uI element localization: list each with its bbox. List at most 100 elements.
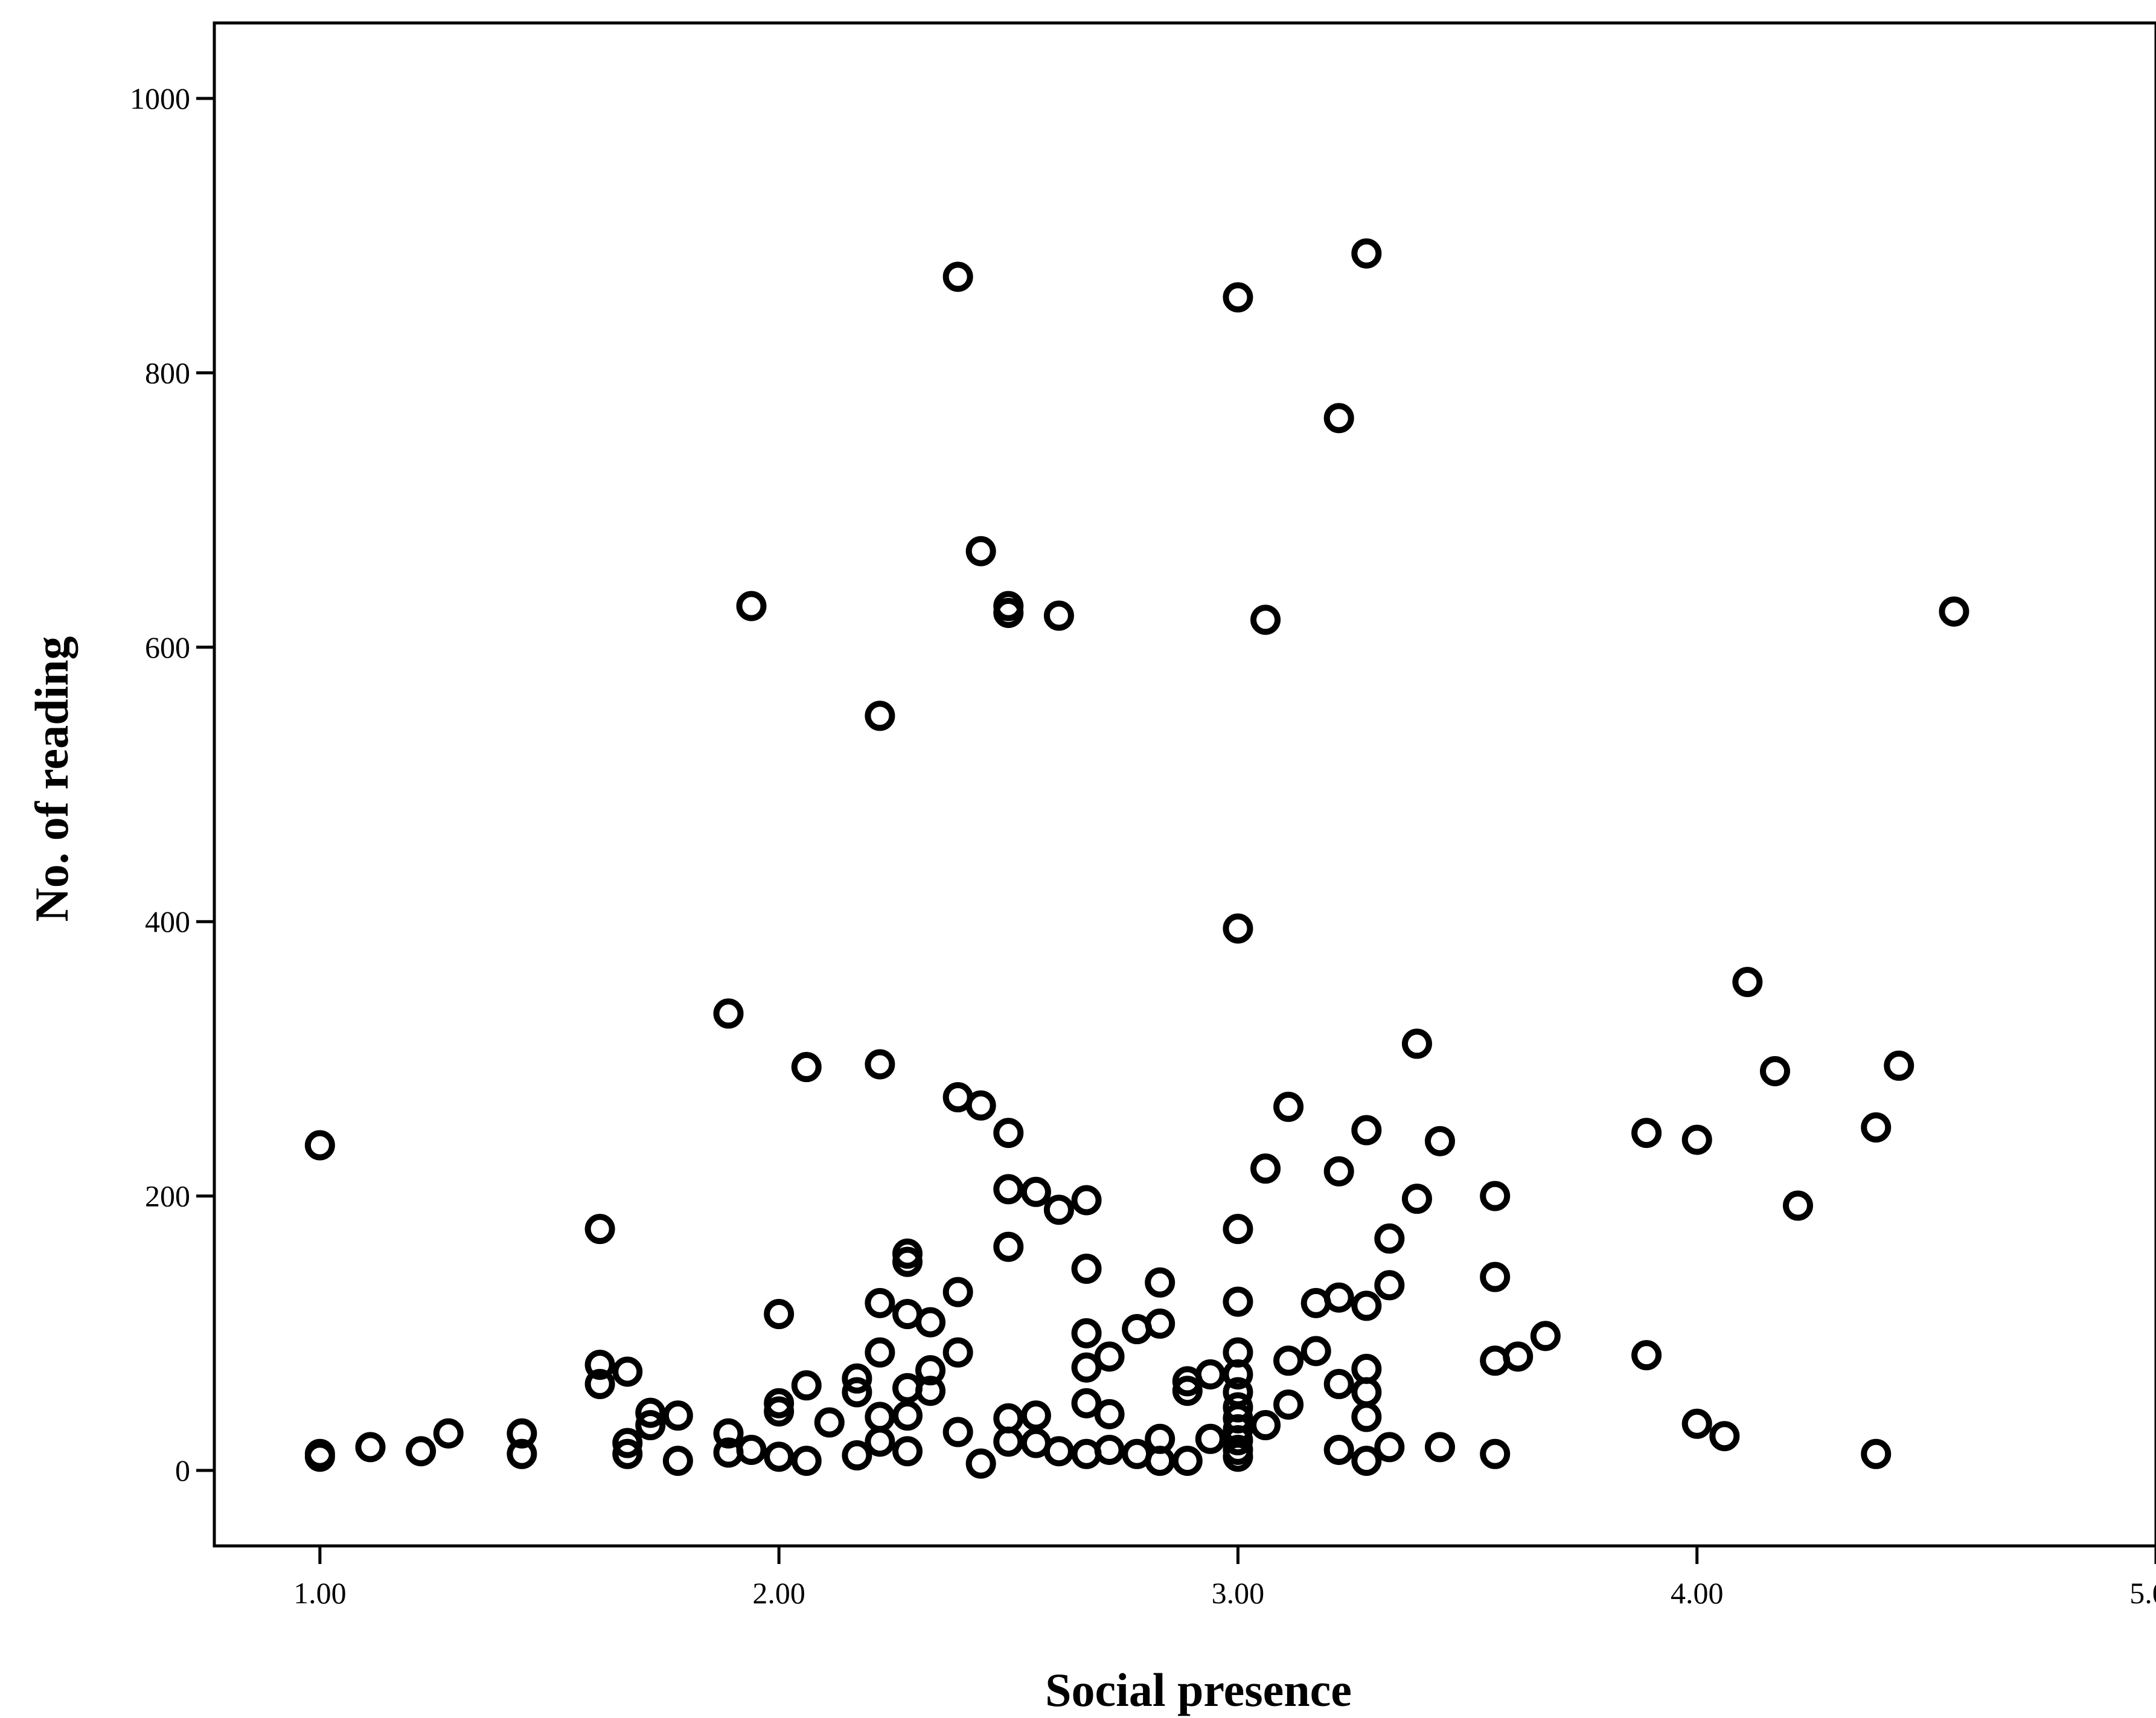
data-point bbox=[764, 1299, 795, 1330]
data-point bbox=[507, 1418, 537, 1449]
data-point bbox=[1732, 967, 1763, 998]
data-point bbox=[1223, 1214, 1253, 1245]
x-axis: 1.00 2.00 3.00 4.00 5.00 bbox=[293, 1546, 2156, 1610]
data-point bbox=[1223, 1359, 1253, 1389]
data-point bbox=[865, 1426, 895, 1457]
data-point bbox=[1351, 1446, 1382, 1476]
data-point bbox=[1351, 238, 1382, 269]
data-point bbox=[1480, 1438, 1511, 1469]
y-tick-label: 200 bbox=[145, 1179, 190, 1213]
data-point bbox=[1043, 600, 1074, 631]
data-point bbox=[1323, 403, 1354, 434]
data-point bbox=[1043, 1436, 1074, 1467]
data-point bbox=[1323, 1368, 1354, 1399]
data-point bbox=[915, 1376, 946, 1406]
data-point bbox=[764, 1441, 795, 1472]
data-point bbox=[1195, 1423, 1226, 1454]
data-point bbox=[1020, 1400, 1051, 1431]
data-point bbox=[842, 1440, 872, 1471]
data-point bbox=[1631, 1340, 1662, 1371]
data-point bbox=[1172, 1376, 1203, 1406]
data-point bbox=[1223, 1425, 1253, 1456]
data-point bbox=[865, 1049, 895, 1080]
data-point bbox=[612, 1356, 643, 1387]
data-point bbox=[1861, 1438, 1892, 1469]
data-point bbox=[1223, 282, 1253, 313]
data-point bbox=[1323, 1282, 1354, 1313]
data-point bbox=[635, 1397, 666, 1428]
data-point bbox=[1374, 1270, 1405, 1301]
data-point bbox=[635, 1410, 666, 1441]
data-point bbox=[915, 1355, 946, 1386]
data-point bbox=[1145, 1446, 1176, 1476]
data-point bbox=[1250, 1410, 1281, 1441]
data-point bbox=[865, 1337, 895, 1368]
data-point bbox=[1145, 1267, 1176, 1298]
data-point bbox=[1071, 1352, 1102, 1383]
data-point bbox=[1681, 1408, 1712, 1439]
data-point bbox=[1020, 1176, 1051, 1207]
data-point bbox=[993, 1174, 1024, 1205]
data-point bbox=[1401, 1184, 1432, 1214]
data-point bbox=[1631, 1118, 1662, 1149]
data-point bbox=[865, 1287, 895, 1318]
data-point bbox=[1071, 1254, 1102, 1284]
y-tick-label: 1000 bbox=[130, 82, 190, 115]
data-point bbox=[1223, 1441, 1253, 1472]
x-tick-label: 3.00 bbox=[1212, 1576, 1265, 1610]
data-point bbox=[993, 597, 1024, 628]
data-point bbox=[406, 1436, 437, 1467]
data-point bbox=[1300, 1336, 1331, 1367]
data-point bbox=[993, 1118, 1024, 1149]
data-point bbox=[942, 1277, 973, 1307]
data-point bbox=[791, 1052, 822, 1083]
y-tick-label: 800 bbox=[145, 356, 190, 389]
data-point bbox=[865, 1402, 895, 1432]
data-point bbox=[1351, 1115, 1382, 1146]
data-point bbox=[1071, 1185, 1102, 1216]
data-point bbox=[736, 1434, 767, 1465]
data-point bbox=[1401, 1028, 1432, 1059]
data-point bbox=[1884, 1050, 1914, 1081]
data-point bbox=[1273, 1091, 1304, 1122]
data-point bbox=[1273, 1389, 1304, 1420]
data-point bbox=[942, 1337, 973, 1368]
data-point bbox=[1323, 1434, 1354, 1465]
data-point bbox=[1681, 1124, 1712, 1155]
data-point bbox=[915, 1307, 946, 1338]
data-point bbox=[355, 1432, 386, 1463]
data-point bbox=[1145, 1308, 1176, 1339]
data-point bbox=[1861, 1112, 1892, 1143]
data-point bbox=[993, 1231, 1024, 1262]
data-point bbox=[965, 536, 996, 566]
x-tick-label: 2.00 bbox=[752, 1576, 805, 1610]
data-point bbox=[662, 1400, 693, 1431]
data-point bbox=[1424, 1126, 1455, 1156]
data-point bbox=[965, 1090, 996, 1121]
data-point bbox=[865, 700, 895, 731]
data-point bbox=[1094, 1399, 1125, 1429]
data-point bbox=[1172, 1446, 1203, 1476]
data-point bbox=[993, 1426, 1024, 1457]
data-point bbox=[1424, 1432, 1455, 1463]
data-point bbox=[1480, 1261, 1511, 1292]
data-point bbox=[736, 591, 767, 621]
data-point bbox=[584, 1214, 615, 1245]
data-point bbox=[1250, 604, 1281, 635]
data-point bbox=[1351, 1402, 1382, 1432]
data-point bbox=[1273, 1345, 1304, 1376]
data-point bbox=[892, 1246, 923, 1277]
plot-frame bbox=[213, 21, 2156, 1548]
data-point bbox=[892, 1436, 923, 1467]
data-point bbox=[584, 1368, 615, 1399]
data-point bbox=[764, 1396, 795, 1427]
data-point bbox=[791, 1446, 822, 1476]
data-point bbox=[612, 1428, 643, 1458]
data-point bbox=[507, 1438, 537, 1469]
data-point bbox=[1709, 1421, 1740, 1452]
y-tick-label: 0 bbox=[175, 1454, 190, 1487]
y-axis-title: No. of reading bbox=[25, 636, 78, 922]
x-tick-label: 1.00 bbox=[293, 1576, 347, 1610]
data-point bbox=[1480, 1181, 1511, 1211]
